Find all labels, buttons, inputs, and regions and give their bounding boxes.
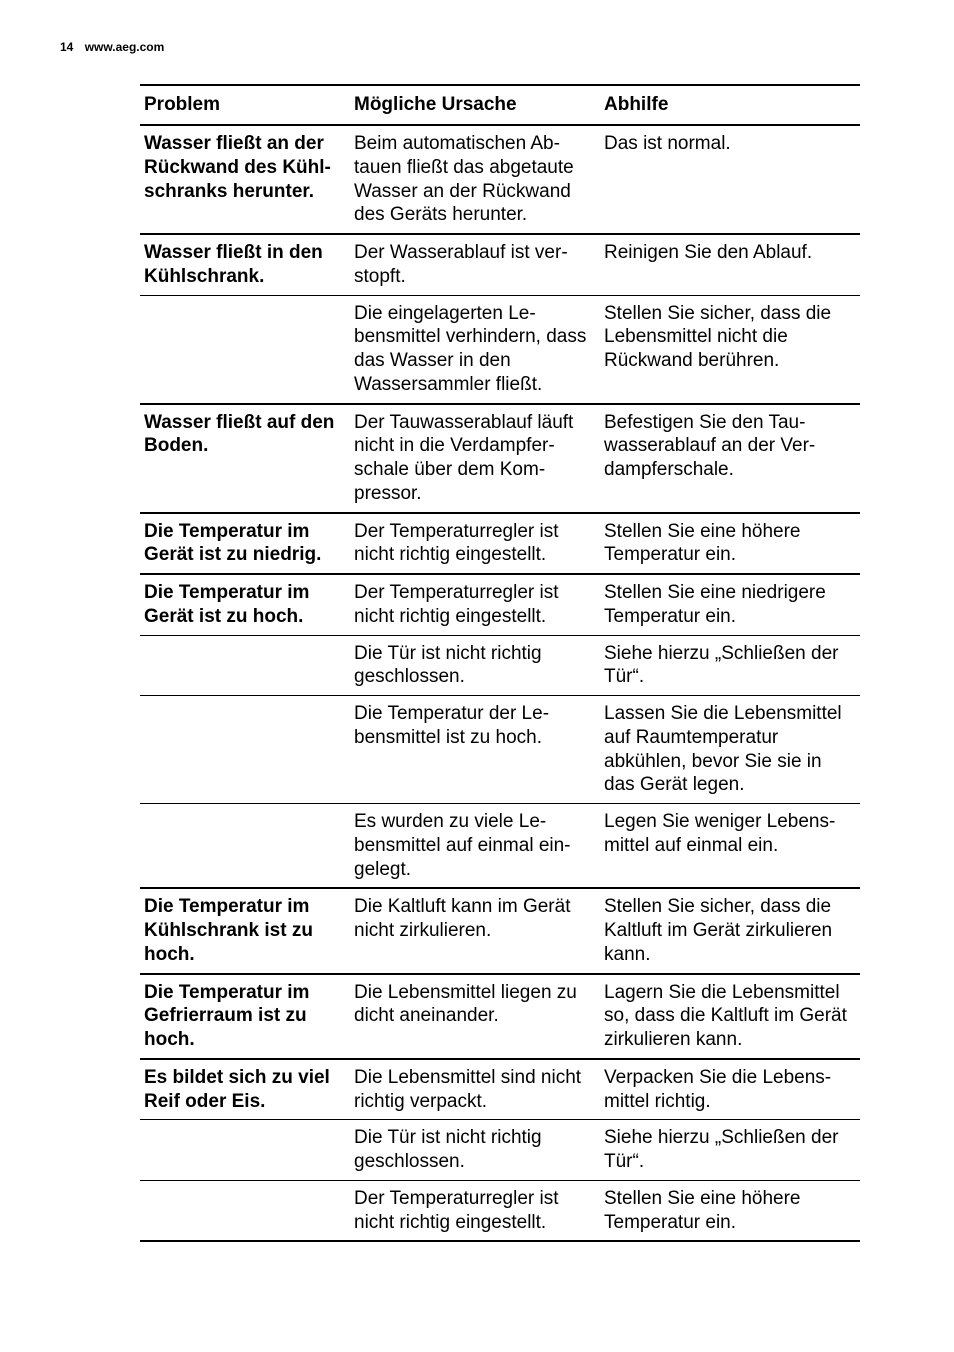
cell-cause: Die Lebensmittel sind nicht richtig verp… xyxy=(350,1059,600,1120)
cell-cause: Die Kaltluft kann im Gerät nicht zirkuli… xyxy=(350,888,600,973)
cell-problem xyxy=(140,1120,350,1181)
table-row: Wasser fließt in den Kühlschrank.Der Was… xyxy=(140,234,860,295)
cell-problem: Es bildet sich zu viel Reif oder Eis. xyxy=(140,1059,350,1120)
cell-cause: Der Wasserablauf ist ver­stopft. xyxy=(350,234,600,295)
page: 14 www.aeg.com Problem Mögliche Ursache … xyxy=(0,0,954,1352)
cell-problem: Die Temperatur im Gerät ist zu hoch. xyxy=(140,574,350,635)
col-header-remedy: Abhilfe xyxy=(600,85,860,125)
cell-problem: Die Temperatur im Gefrierraum ist zu hoc… xyxy=(140,974,350,1059)
cell-cause: Beim automatischen Ab­tauen fließt das a… xyxy=(350,125,600,234)
cell-remedy: Lassen Sie die Lebensmit­tel auf Raumtem… xyxy=(600,696,860,804)
cell-cause: Die Lebensmittel liegen zu dicht aneinan… xyxy=(350,974,600,1059)
cell-remedy: Legen Sie weniger Lebens­mittel auf einm… xyxy=(600,804,860,889)
table-row: Die Tür ist nicht richtig geschlossen.Si… xyxy=(140,1120,860,1181)
col-header-cause: Mögliche Ursache xyxy=(350,85,600,125)
cell-problem xyxy=(140,295,350,404)
cell-remedy: Stellen Sie sicher, dass die Kaltluft im… xyxy=(600,888,860,973)
table-row: Die eingelagerten Le­bensmittel verhinde… xyxy=(140,295,860,404)
col-header-problem: Problem xyxy=(140,85,350,125)
cell-remedy: Siehe hierzu „Schließen der Tür“. xyxy=(600,635,860,696)
cell-problem: Wasser fließt in den Kühlschrank. xyxy=(140,234,350,295)
cell-problem xyxy=(140,696,350,804)
page-number: 14 xyxy=(60,40,73,54)
cell-problem: Wasser fließt an der Rückwand des Kühl­s… xyxy=(140,125,350,234)
cell-remedy: Stellen Sie eine höhere Temperatur ein. xyxy=(600,1180,860,1241)
cell-cause: Der Tauwasserablauf läuft nicht in die V… xyxy=(350,404,600,513)
cell-problem xyxy=(140,1180,350,1241)
table-row: Die Temperatur im Gefrierraum ist zu hoc… xyxy=(140,974,860,1059)
table-row: Wasser fließt auf den Boden.Der Tauwasse… xyxy=(140,404,860,513)
table-body: Wasser fließt an der Rückwand des Kühl­s… xyxy=(140,125,860,1241)
cell-cause: Die Tür ist nicht richtig geschlossen. xyxy=(350,635,600,696)
cell-remedy: Stellen Sie eine höhere Temperatur ein. xyxy=(600,513,860,575)
cell-remedy: Stellen Sie sicher, dass die Lebensmitte… xyxy=(600,295,860,404)
table-row: Die Tür ist nicht richtig geschlossen.Si… xyxy=(140,635,860,696)
cell-remedy: Siehe hierzu „Schließen der Tür“. xyxy=(600,1120,860,1181)
cell-remedy: Befestigen Sie den Tau­wasserablauf an d… xyxy=(600,404,860,513)
troubleshooting-table: Problem Mögliche Ursache Abhilfe Wasser … xyxy=(140,84,860,1242)
cell-remedy: Verpacken Sie die Lebens­mittel richtig. xyxy=(600,1059,860,1120)
page-header: 14 www.aeg.com xyxy=(60,40,894,54)
table-row: Der Temperaturregler ist nicht richtig e… xyxy=(140,1180,860,1241)
cell-cause: Der Temperaturregler ist nicht richtig e… xyxy=(350,574,600,635)
cell-remedy: Lagern Sie die Lebensmit­tel so, dass di… xyxy=(600,974,860,1059)
cell-cause: Die Temperatur der Le­bensmittel ist zu … xyxy=(350,696,600,804)
cell-cause: Die Tür ist nicht richtig geschlossen. xyxy=(350,1120,600,1181)
site-url: www.aeg.com xyxy=(85,40,165,54)
cell-remedy: Das ist normal. xyxy=(600,125,860,234)
cell-cause: Der Temperaturregler ist nicht richtig e… xyxy=(350,513,600,575)
cell-cause: Der Temperaturregler ist nicht richtig e… xyxy=(350,1180,600,1241)
cell-cause: Es wurden zu viele Le­bensmittel auf ein… xyxy=(350,804,600,889)
table-row: Es wurden zu viele Le­bensmittel auf ein… xyxy=(140,804,860,889)
table-row: Die Temperatur der Le­bensmittel ist zu … xyxy=(140,696,860,804)
cell-remedy: Reinigen Sie den Ablauf. xyxy=(600,234,860,295)
cell-remedy: Stellen Sie eine niedrigere Temperatur e… xyxy=(600,574,860,635)
table-row: Wasser fließt an der Rückwand des Kühl­s… xyxy=(140,125,860,234)
table-row: Die Temperatur im Gerät ist zu niedrig.D… xyxy=(140,513,860,575)
table-row: Die Temperatur im Kühlschrank ist zu hoc… xyxy=(140,888,860,973)
table-header-row: Problem Mögliche Ursache Abhilfe xyxy=(140,85,860,125)
table-row: Die Temperatur im Gerät ist zu hoch.Der … xyxy=(140,574,860,635)
cell-problem xyxy=(140,804,350,889)
cell-problem xyxy=(140,635,350,696)
table-row: Es bildet sich zu viel Reif oder Eis.Die… xyxy=(140,1059,860,1120)
cell-problem: Wasser fließt auf den Boden. xyxy=(140,404,350,513)
cell-problem: Die Temperatur im Kühlschrank ist zu hoc… xyxy=(140,888,350,973)
cell-cause: Die eingelagerten Le­bensmittel verhinde… xyxy=(350,295,600,404)
cell-problem: Die Temperatur im Gerät ist zu niedrig. xyxy=(140,513,350,575)
